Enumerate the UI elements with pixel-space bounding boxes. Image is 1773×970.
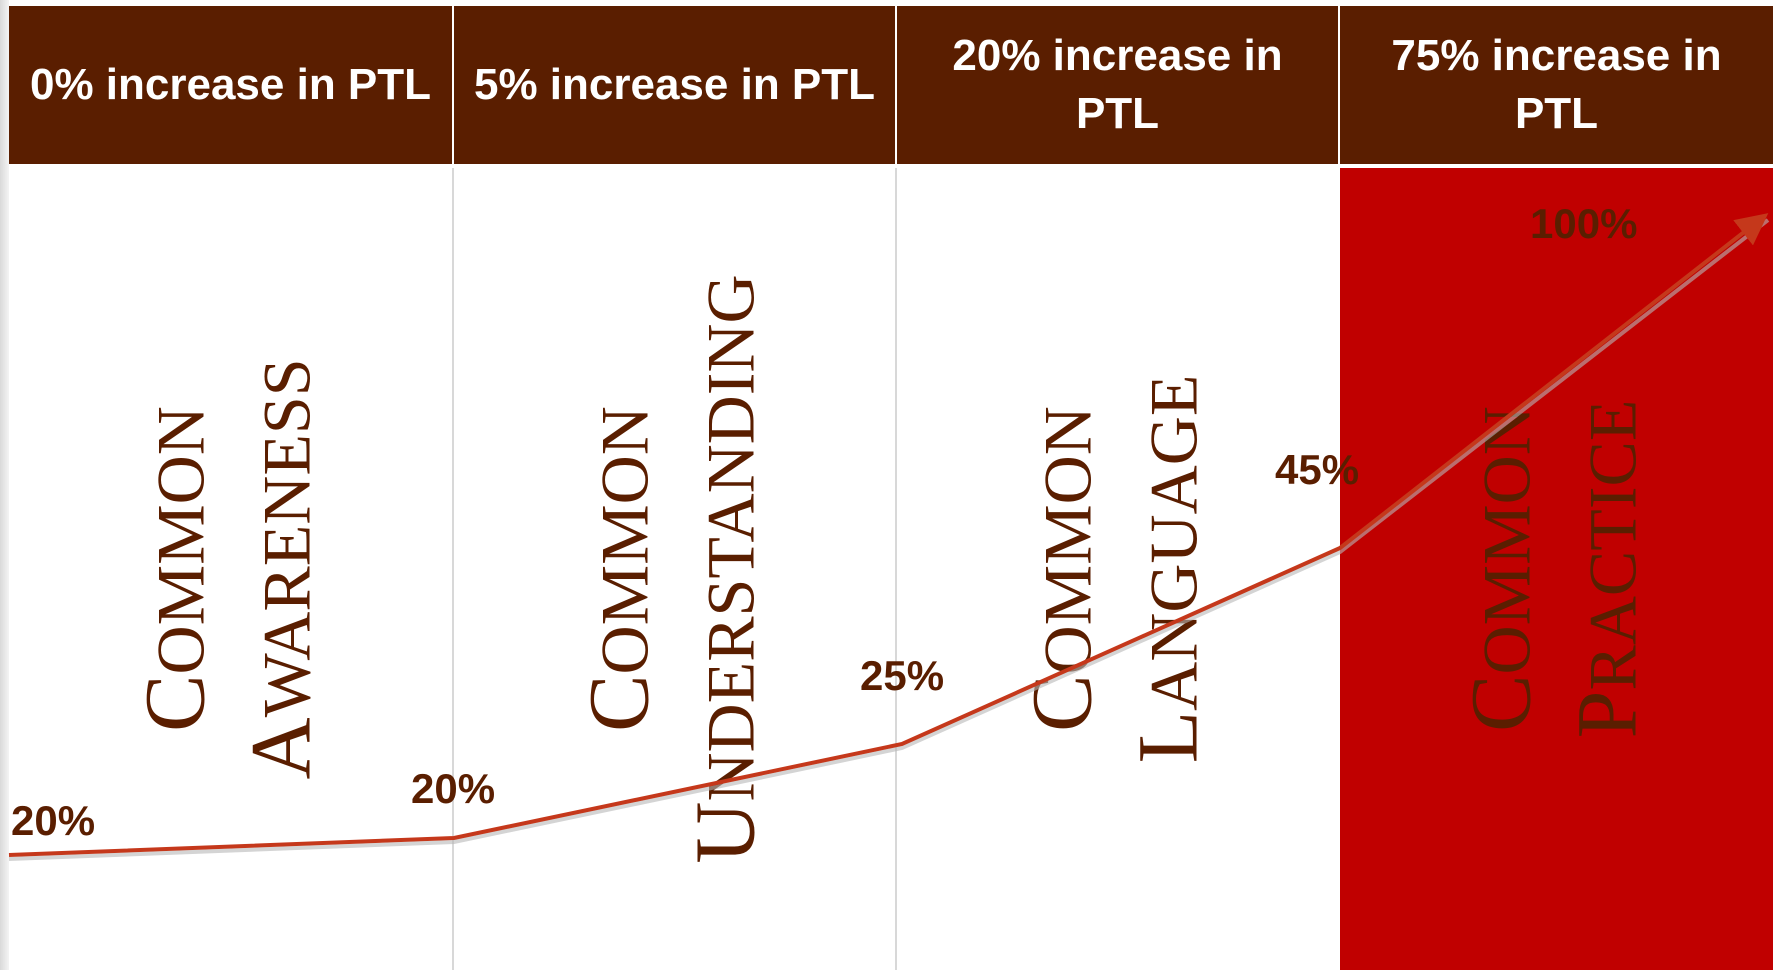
column-divider <box>452 168 454 970</box>
header-cell-practice: 75% increase in PTL <box>1340 6 1773 164</box>
header-cell-awareness: 0% increase in PTL <box>9 6 452 164</box>
left-edge-shade <box>0 0 9 970</box>
header-label: 5% increase in PTL <box>473 60 876 109</box>
percent-label: 20% <box>11 797 96 844</box>
column-divider <box>895 168 897 970</box>
trend-line <box>8 213 1769 857</box>
header-label: 20% increase in PTL <box>952 31 1283 138</box>
header-label: 0% increase in PTL <box>29 60 432 109</box>
trend-line-shadow <box>8 218 1770 861</box>
percent-label: 25% <box>860 652 945 699</box>
header-cell-language: 20% increase in PTL <box>897 6 1338 164</box>
percent-label: 20% <box>411 765 496 812</box>
stage-column-practice: COMMON PRACTICE <box>1340 168 1773 970</box>
percent-label: 100% <box>1530 200 1638 247</box>
percent-label: 45% <box>1275 446 1360 493</box>
header-cell-understanding: 5% increase in PTL <box>454 6 895 164</box>
header-label: 75% increase in PTL <box>1391 31 1722 138</box>
